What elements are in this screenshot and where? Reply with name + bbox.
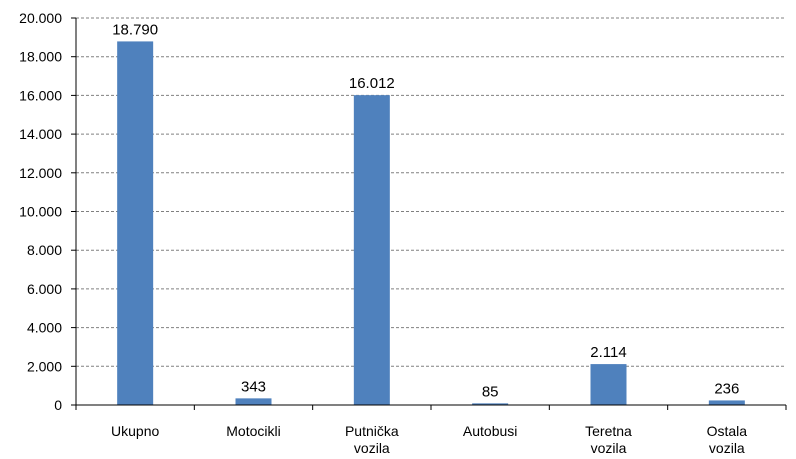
data-label: 16.012 xyxy=(349,75,395,92)
y-tick-label: 8.000 xyxy=(27,242,62,258)
data-label: 343 xyxy=(241,378,266,395)
category-label: Motocikli xyxy=(226,423,280,439)
data-label: 2.114 xyxy=(590,344,626,361)
y-tick-label: 14.000 xyxy=(19,126,62,142)
y-tick-label: 16.000 xyxy=(19,87,62,103)
bar xyxy=(353,95,390,406)
y-tick-label: 4.000 xyxy=(27,320,62,336)
y-tick-label: 12.000 xyxy=(19,165,62,181)
category-labels: Ukupno Motocikli Putnička vozila Autobusi Ter… xyxy=(111,423,747,456)
gridlines xyxy=(76,17,786,367)
bar xyxy=(708,400,745,405)
y-tick-label: 0 xyxy=(54,397,62,413)
data-label: 18.790 xyxy=(112,21,158,38)
bars xyxy=(117,41,745,406)
y-tick-label: 2.000 xyxy=(27,358,62,374)
bar xyxy=(117,41,154,405)
data-label: 85 xyxy=(482,383,499,400)
category-label: Teretna vozila xyxy=(585,423,632,456)
y-tick-label: 20.000 xyxy=(19,10,62,26)
axes xyxy=(75,18,787,410)
y-tick-label: 18.000 xyxy=(19,49,62,65)
category-label: Autobusi xyxy=(463,423,517,439)
y-tick-label: 10.000 xyxy=(19,204,62,220)
category-label: Ostala vozila xyxy=(707,423,748,456)
data-label: 236 xyxy=(714,380,739,397)
category-label: Putnička vozila xyxy=(345,423,399,456)
y-axis-ticks: 0 2.000 4.000 6.000 8.000 10.000 12.000 14.000 1… xyxy=(19,10,76,413)
bar xyxy=(590,364,627,405)
bar xyxy=(472,403,509,405)
bar xyxy=(235,398,272,405)
y-tick-label: 6.000 xyxy=(27,281,62,297)
data-labels: 18.790 343 16.012 85 2.114 236 xyxy=(112,21,739,400)
category-label: Ukupno xyxy=(111,423,159,439)
